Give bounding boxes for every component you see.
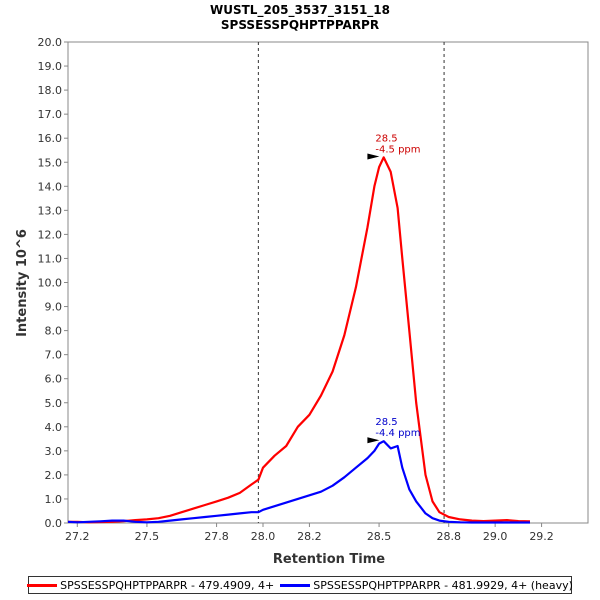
legend-swatch-light: [27, 583, 58, 587]
x-tick-label: 27.8: [204, 530, 229, 543]
legend-label-heavy: SPSSESSPQHPTPPARPR - 481.9929, 4+ (heavy…: [313, 578, 573, 592]
x-axis-ticks: 27.2 27.5 27.8 28.0 28.2 28.5 28.8 29.0 29.2: [65, 523, 554, 543]
peak-label: 28.5: [375, 133, 397, 144]
peak-label: 28.5: [375, 417, 397, 428]
x-tick-label: 28.8: [436, 530, 461, 543]
x-tick-label: 27.5: [135, 530, 160, 543]
y-tick-label: 2.0: [45, 469, 63, 482]
y-axis-ticks: 0.0 1.0 2.0 3.0 4.0 5.0 6.0 7.0 8.0 9.0 10.0 11.0 12…: [38, 36, 68, 530]
series-line-light: [68, 156, 531, 524]
integration-boundaries: [257, 42, 445, 523]
legend-item-heavy: SPSSESSPQHPTPPARPR - 481.9929, 4+ (heavy…: [280, 579, 573, 592]
x-tick-label: 27.2: [65, 530, 90, 543]
y-tick-label: 18.0: [38, 84, 63, 97]
x-tick-label: 28.5: [367, 530, 392, 543]
plot-frame: [67, 41, 589, 524]
series-group: [67, 156, 531, 524]
chart-subtitle: SPSSESSPQHPTPPARPR: [221, 18, 379, 32]
y-tick-label: 5.0: [45, 397, 63, 410]
plot-area: [67, 41, 589, 524]
y-tick-label: 1.0: [45, 493, 63, 506]
x-tick-label: 28.2: [297, 530, 322, 543]
y-axis-label: Intensity 10^6: [15, 229, 30, 337]
y-tick-label: 20.0: [38, 36, 63, 49]
y-tick-label: 8.0: [45, 325, 63, 338]
peak-label: -4.5 ppm: [375, 144, 420, 155]
x-axis-label: Retention Time: [273, 552, 385, 567]
series-line-heavy: [67, 440, 530, 524]
y-tick-label: 15.0: [38, 156, 63, 169]
y-tick-label: 14.0: [38, 180, 63, 193]
y-tick-label: 13.0: [38, 204, 63, 217]
x-tick-label: 29.0: [483, 530, 508, 543]
y-tick-label: 16.0: [38, 132, 63, 145]
y-tick-label: 9.0: [45, 301, 63, 314]
chart-title: WUSTL_205_3537_3151_18: [210, 3, 390, 18]
legend: SPSSESSPQHPTPPARPR - 479.4909, 4+ SPSSES…: [27, 576, 573, 594]
legend-item-light: SPSSESSPQHPTPPARPR - 479.4909, 4+: [27, 579, 274, 592]
legend-label-light: SPSSESSPQHPTPPARPR - 479.4909, 4+: [60, 578, 275, 592]
legend-swatch-heavy: [280, 583, 311, 587]
y-tick-label: 12.0: [38, 228, 63, 241]
y-tick-label: 10.0: [38, 277, 63, 290]
peak-marker: [367, 437, 380, 444]
y-tick-label: 11.0: [38, 252, 63, 265]
y-tick-label: 19.0: [38, 60, 63, 73]
x-tick-label: 29.2: [529, 530, 554, 543]
y-tick-label: 17.0: [38, 108, 63, 121]
peak-marker: [367, 153, 380, 160]
y-tick-label: 3.0: [45, 445, 63, 458]
y-tick-label: 6.0: [45, 373, 63, 386]
y-tick-label: 4.0: [45, 421, 63, 434]
y-tick-label: 0.0: [45, 517, 63, 530]
x-tick-label: 28.0: [251, 530, 276, 543]
peak-label: -4.4 ppm: [375, 428, 420, 439]
y-tick-label: 7.0: [45, 349, 63, 362]
